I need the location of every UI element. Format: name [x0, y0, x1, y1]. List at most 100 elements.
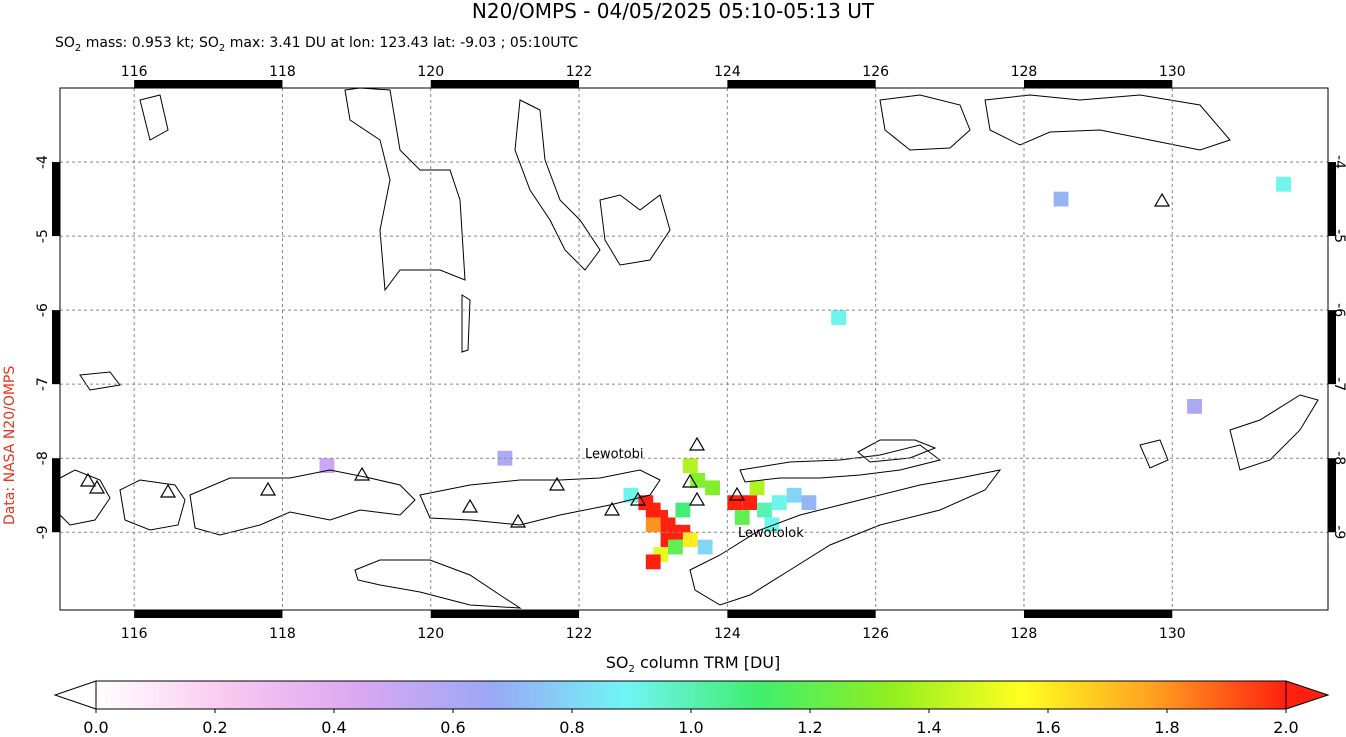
- volcano: [728, 486, 746, 501]
- axis-bar: [727, 80, 876, 88]
- volcanoes: [79, 192, 1171, 528]
- x-tick-label: 116: [121, 626, 148, 642]
- so2-pixel: [668, 539, 683, 555]
- axis-bar: [1023, 80, 1173, 88]
- volcano-label: Lewotobi: [585, 447, 644, 462]
- colorbar-tick-label: 0.0: [83, 718, 108, 737]
- axis-bar: [52, 310, 60, 385]
- so2-pixel: [645, 517, 661, 533]
- x-tick-label: 130: [1159, 64, 1186, 80]
- coast-sumba: [354, 559, 522, 609]
- x-tick-label: 120: [417, 64, 444, 80]
- colorbar-tick-label: 0.4: [321, 718, 346, 737]
- so2-pixel: [734, 510, 750, 525]
- axis-bar: [430, 610, 580, 618]
- axis-bar: [1023, 610, 1173, 618]
- so2-pixel: [1276, 176, 1291, 192]
- coastlines: [60, 88, 1319, 609]
- coast-seram: [984, 94, 1231, 151]
- y-tick-label: -8: [35, 451, 51, 465]
- coast-babar: [1139, 439, 1169, 469]
- coast-timor: [689, 469, 1002, 606]
- coast-lombok: [119, 479, 186, 531]
- data-source: Data: NASA N20/OMPS: [2, 366, 18, 525]
- x-tick-label: 124: [714, 64, 741, 80]
- volcano: [159, 483, 177, 498]
- so2-pixel: [749, 480, 765, 496]
- so2-pixel: [764, 517, 780, 533]
- coast-buton: [599, 194, 671, 266]
- x-tick-label: 122: [566, 626, 593, 642]
- grid: [60, 88, 1328, 610]
- so2-pixel: [645, 554, 661, 570]
- axis-bar: [134, 610, 283, 618]
- so2-pixel: [771, 495, 787, 511]
- volcano: [1153, 192, 1171, 207]
- colorbar-tick-label: 0.8: [559, 718, 584, 737]
- axis-bar: [52, 162, 60, 237]
- so2-pixel: [831, 310, 847, 325]
- volcano: [88, 479, 106, 494]
- coast-kangean: [79, 371, 121, 391]
- so2-pixel: [675, 502, 691, 518]
- coast-laut: [139, 94, 169, 141]
- axis-bar: [134, 80, 283, 88]
- axis-bar: [1328, 458, 1336, 533]
- volcano: [688, 491, 706, 506]
- colorbar-tick-label: 2.0: [1273, 718, 1298, 737]
- x-tick-label: 128: [1011, 64, 1038, 80]
- so2-pixel: [682, 532, 698, 548]
- colorbar-tick-label: 1.2: [797, 718, 822, 737]
- colorbar-tick-label: 1.4: [916, 718, 941, 737]
- x-tick-label: 126: [862, 64, 889, 80]
- x-tick-label: 118: [269, 64, 296, 80]
- volcano: [681, 473, 699, 488]
- axis-bar: [430, 80, 580, 88]
- x-tick-label: 124: [714, 626, 741, 642]
- colorbar-gradient: [95, 680, 1287, 710]
- volcano: [603, 501, 621, 516]
- so2-pixel: [690, 473, 706, 488]
- so2-pixel: [742, 495, 758, 511]
- colorbar-high-arrow: [1285, 680, 1330, 710]
- volcano: [259, 481, 277, 496]
- y-tick-label: -6: [35, 303, 51, 317]
- x-tick-label: 128: [1011, 626, 1038, 642]
- colorbar-label: SO2 column TRM [DU]: [606, 653, 781, 675]
- y-tick-label: -7: [1331, 377, 1346, 391]
- so2-pixel: [801, 495, 817, 511]
- coast-sumbawa: [189, 469, 416, 536]
- x-tick-label: 130: [1159, 626, 1186, 642]
- axis-bar: [1328, 310, 1336, 385]
- volcano-label: Lewotolok: [738, 526, 804, 541]
- volcano: [509, 513, 527, 528]
- colorbar-tick-label: 0.6: [440, 718, 465, 737]
- colorbar-tick-label: 1.6: [1035, 718, 1060, 737]
- volcano: [629, 491, 647, 506]
- x-tick-label: 120: [417, 626, 444, 642]
- coast-sulawesi: [344, 88, 466, 292]
- x-tick-label: 116: [121, 64, 148, 80]
- volcano: [461, 498, 479, 513]
- y-tick-label: -5: [1331, 229, 1346, 243]
- y-tick-label: -4: [35, 155, 51, 169]
- y-tick-label: -5: [35, 229, 51, 243]
- volcano: [548, 476, 566, 491]
- so2-pixel: [786, 487, 802, 503]
- volcano: [688, 436, 706, 451]
- axis-bar: [727, 610, 876, 618]
- colorbar-tick-label: 0.2: [202, 718, 227, 737]
- coast-tanimbar: [1229, 394, 1319, 471]
- so2-pixel: [727, 495, 743, 511]
- colorbar-tick-label: 1.8: [1154, 718, 1179, 737]
- so2-pixel: [1053, 191, 1069, 207]
- pixels: [319, 176, 1291, 570]
- volcano: [79, 472, 97, 487]
- plot-area: Lewotobi Lewotolok: [60, 88, 1328, 610]
- axis-bar: [1328, 162, 1336, 237]
- y-tick-label: -7: [35, 377, 51, 391]
- coast-buru: [879, 94, 971, 151]
- so2-pixel: [705, 480, 720, 496]
- colorbar: 0.0 0.2 0.4 0.6 0.8 1.0 1.2 1.4 1.6 1.8 2.0: [53, 680, 1330, 737]
